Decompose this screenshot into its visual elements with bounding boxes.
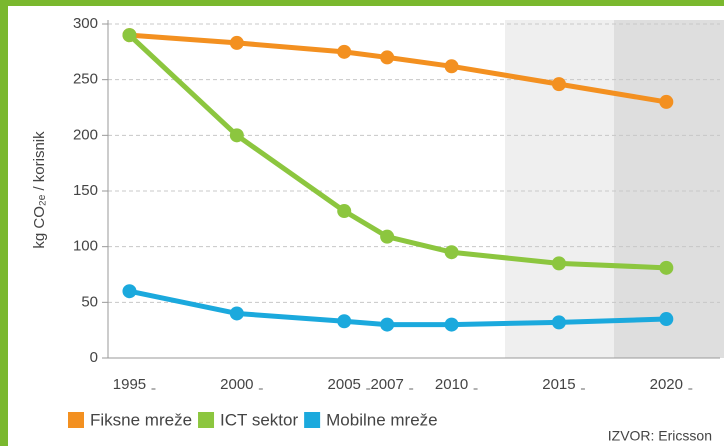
data-point: [659, 260, 674, 275]
legend-label: ICT sektor: [220, 410, 298, 429]
data-point: [444, 59, 459, 74]
data-point: [444, 317, 459, 332]
legend-label: Mobilne mreže: [326, 410, 438, 429]
y-tick-label: 50: [81, 293, 98, 310]
x-tick-label: 2007: [370, 376, 403, 393]
y-axis-label: kg CO₂ₑ / korisnik: [31, 131, 48, 249]
y-tick-label: 250: [73, 71, 98, 88]
data-point: [659, 312, 674, 327]
legend-swatch: [68, 412, 84, 428]
legend-label: Fiksne mreže: [90, 410, 192, 429]
data-point: [229, 128, 244, 143]
x-tick-label: 2000: [220, 376, 253, 393]
data-point: [659, 94, 674, 109]
data-point: [551, 256, 566, 271]
data-point: [122, 28, 137, 43]
data-point: [380, 229, 395, 244]
shaded-region: [505, 20, 614, 358]
data-point: [551, 315, 566, 330]
source: IZVOR: Ericsson: [608, 428, 712, 444]
y-tick-label: 200: [73, 126, 98, 143]
data-point: [337, 204, 352, 219]
x-tick-label: 2010: [435, 376, 468, 393]
data-point: [551, 77, 566, 92]
data-point: [229, 35, 244, 50]
data-point: [337, 314, 352, 329]
data-point: [444, 245, 459, 260]
data-point: [229, 306, 244, 321]
x-tick-label: 2005: [328, 376, 361, 393]
y-tick-label: 300: [73, 15, 98, 32]
y-tick-label: 0: [90, 349, 98, 366]
x-tick-label: 2020: [650, 376, 683, 393]
x-tick-label: 1995: [113, 376, 146, 393]
data-point: [337, 44, 352, 59]
legend-swatch: [304, 412, 321, 428]
data-point: [122, 284, 137, 299]
shaded-region: [614, 20, 724, 358]
y-tick-label: 100: [73, 238, 98, 255]
data-point: [380, 50, 395, 65]
legend-swatch: [198, 412, 215, 428]
x-tick-label: 2015: [542, 376, 575, 393]
data-point: [380, 317, 395, 332]
y-tick-label: 150: [73, 182, 98, 199]
